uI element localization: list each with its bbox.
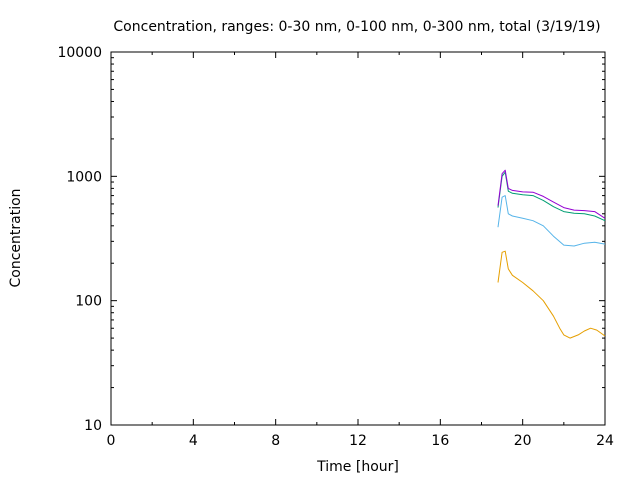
x-tick-label: 4	[189, 433, 198, 449]
x-tick-label: 0	[107, 433, 116, 449]
series-line-3	[497, 171, 606, 222]
x-tick-label: 8	[271, 433, 280, 449]
series-line-2	[497, 195, 606, 247]
y-tick-label: 10	[84, 418, 102, 434]
y-tick-label: 10000	[57, 45, 102, 61]
data-series	[497, 169, 606, 339]
plot-area	[110, 51, 606, 426]
tick-labels: 0 4 8 12 16 20 24 10 100 1000 10000	[57, 45, 614, 449]
chart-title: Concentration, ranges: 0-30 nm, 0-100 nm…	[113, 19, 600, 35]
y-tick-label: 100	[75, 294, 102, 310]
tick-marks	[110, 51, 606, 426]
x-axis-label: Time [hour]	[316, 459, 399, 475]
x-tick-label: 20	[514, 433, 532, 449]
x-tick-label: 16	[431, 433, 449, 449]
x-tick-label: 12	[349, 433, 367, 449]
y-tick-label: 1000	[66, 169, 102, 185]
y-axis-label: Concentration	[8, 188, 24, 287]
series-line-1	[497, 250, 606, 339]
x-tick-label: 24	[596, 433, 614, 449]
series-line-4	[497, 169, 606, 219]
